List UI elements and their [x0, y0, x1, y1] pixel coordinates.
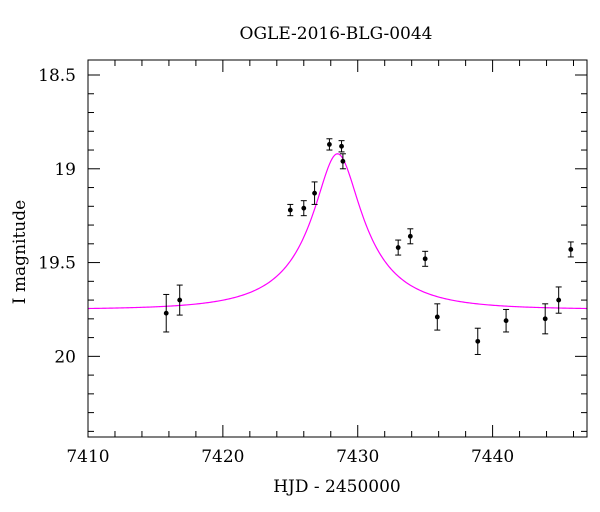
data-point: [301, 205, 307, 211]
data-point: [340, 158, 346, 164]
data-point: [434, 314, 440, 320]
chart-title: OGLE-2016-BLG-0044: [240, 24, 433, 44]
axis-ticks: [87, 60, 587, 437]
x-tick-label: 7410: [66, 447, 109, 467]
data-point: [327, 142, 332, 147]
tick-labels: 7410 7420 7430 7440 18.5 19 19.5 20: [38, 66, 514, 467]
data-point: [177, 297, 183, 303]
y-tick-label: 18.5: [38, 66, 76, 86]
data-point: [568, 247, 574, 252]
x-tick-label: 7440: [471, 447, 514, 467]
model-curve-group: [87, 153, 588, 310]
data-point: [163, 310, 169, 316]
y-axis-label: I magnitude: [10, 200, 30, 304]
y-tick-label: 20: [54, 347, 76, 367]
data-point: [422, 256, 428, 262]
data-point: [542, 316, 548, 322]
data-point: [287, 207, 293, 213]
data-point: [339, 143, 344, 149]
data-point: [475, 338, 481, 344]
data-point: [556, 297, 562, 303]
data-points: [163, 138, 574, 355]
y-tick-label: 19.5: [38, 254, 76, 274]
model-curve: [87, 153, 588, 310]
data-point: [312, 190, 317, 196]
data-point: [407, 233, 413, 239]
x-axis-label: HJD - 2450000: [273, 477, 401, 497]
y-tick-label: 19: [54, 160, 76, 180]
data-point: [395, 245, 401, 250]
x-tick-label: 7420: [201, 447, 244, 467]
x-tick-label: 7430: [336, 447, 379, 467]
data-point: [503, 318, 509, 324]
plot-frame: [87, 59, 588, 438]
